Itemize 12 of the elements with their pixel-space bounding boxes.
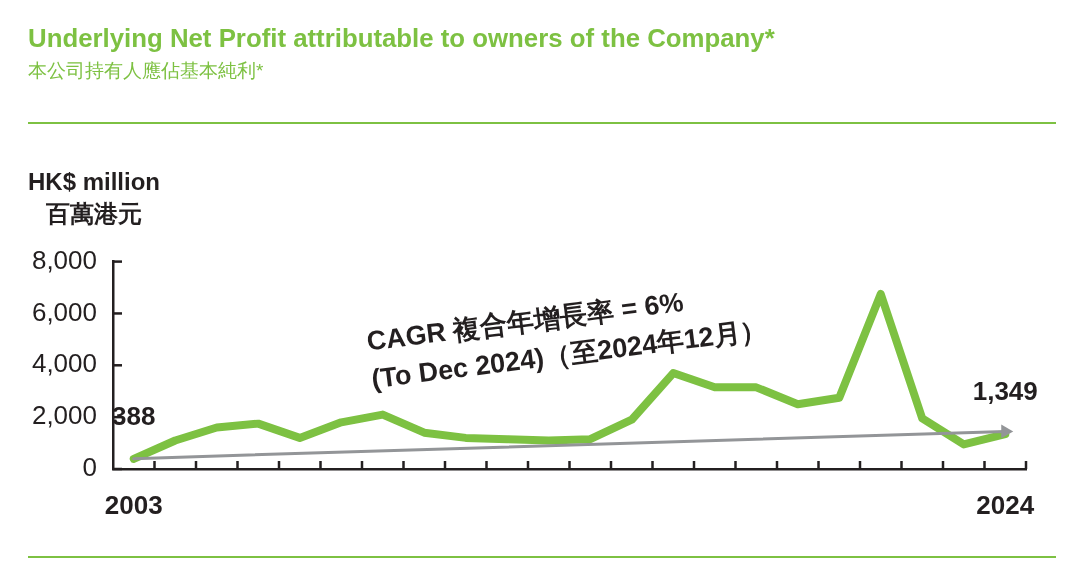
y-axis-title: HK$ million 百萬港元 [28,167,161,229]
chart-subtitle: 本公司持有人應佔基本純利* [28,59,264,83]
y-tick-label: 2,000 [31,400,97,431]
y-tick-label: 6,000 [31,296,97,327]
data-label: 1,349 [972,376,1038,407]
chart-title: Underlying Net Profit attributable to owners of the Company* [28,24,775,53]
y-tick-label: 0 [82,452,97,483]
y-tick-label: 4,000 [31,348,97,379]
x-tick-label: 2024 [976,489,1035,520]
x-tick-label: 2003 [104,489,163,520]
y-tick-label: 8,000 [31,244,97,275]
data-label: 388 [112,401,156,432]
